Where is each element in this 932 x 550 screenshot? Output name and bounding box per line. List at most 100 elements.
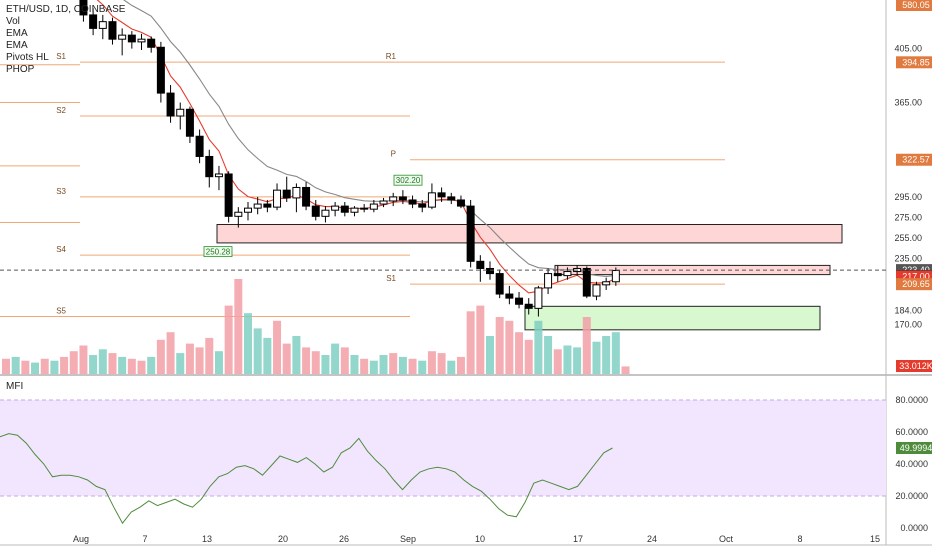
volume-bar	[515, 332, 524, 374]
price-tick-label: 235.00	[894, 253, 922, 263]
candle-body	[611, 270, 620, 283]
price-tick-label: 275.00	[894, 212, 922, 222]
volume-bar	[214, 351, 223, 374]
candle-body	[292, 186, 301, 199]
candle-body	[389, 196, 398, 202]
volume-bar	[282, 343, 291, 374]
candle-body	[321, 209, 330, 217]
price-tick-label: 405.00	[894, 44, 922, 54]
candle-body	[176, 108, 185, 117]
candle-body	[244, 207, 252, 213]
time-tick-label: Sep	[400, 534, 416, 544]
candle-body	[350, 207, 359, 213]
volume-bar	[408, 358, 417, 374]
volume-bar	[253, 328, 262, 374]
time-tick-label: Aug	[73, 534, 89, 544]
price-tag: 394.85	[902, 57, 930, 67]
price-tag-bg	[896, 278, 932, 291]
volume-bar	[118, 356, 127, 374]
volume-bar	[582, 317, 591, 374]
candle-body	[137, 38, 146, 43]
price-tick-label: 170.00	[894, 320, 922, 330]
volume-bar	[302, 347, 311, 374]
price-tick-label: 295.00	[894, 192, 922, 202]
chart-legend: ETH/USD, 1D, COINBASE Vol EMA EMA Pivots…	[6, 4, 125, 76]
candle-body	[466, 205, 475, 262]
volume-bar	[360, 358, 369, 374]
legend-ema-1: EMA	[6, 28, 28, 39]
candle-body	[340, 205, 349, 213]
volume-bar	[331, 343, 340, 374]
volume-bar	[621, 366, 630, 374]
price-annotation-box	[203, 246, 233, 258]
time-tick-label: 13	[202, 534, 212, 544]
volume-bar	[185, 343, 194, 374]
candle-body	[418, 203, 427, 208]
volume-bar	[292, 336, 301, 374]
time-tick-label: Oct	[719, 534, 734, 544]
candle-body	[253, 203, 262, 209]
volume-bar	[573, 347, 582, 374]
volume-bar	[60, 356, 69, 374]
legend-ema-2: EMA	[6, 40, 28, 51]
volume-bar	[592, 341, 601, 374]
candle-body	[495, 273, 504, 295]
volume-bar	[195, 347, 204, 374]
pivot-label-s4: S4	[56, 245, 66, 254]
time-tick-label: 20	[278, 534, 288, 544]
volume-bar	[147, 356, 156, 374]
volume-bar	[447, 360, 456, 374]
volume-bar	[21, 360, 30, 374]
volume-bar	[389, 353, 398, 374]
candle-body	[515, 297, 524, 305]
candle-body	[582, 267, 591, 297]
support-zone	[524, 305, 821, 331]
candle-body	[195, 135, 204, 157]
candle-body	[98, 21, 107, 29]
pivot-label-s5: S5	[56, 307, 66, 316]
mfi-pane-label: MFI	[6, 381, 24, 392]
candle-body	[544, 273, 553, 289]
volume-bar	[98, 349, 107, 374]
price-annotation-box	[393, 174, 423, 186]
candle-body	[398, 196, 407, 201]
candle-body	[185, 108, 194, 137]
volume-bar	[524, 339, 533, 374]
volume-bar	[534, 320, 543, 374]
candle-body	[302, 186, 311, 207]
pivot-label-s1: S1	[386, 274, 396, 283]
volume-bar	[166, 332, 175, 374]
price-tag: 209.65	[902, 279, 930, 289]
volume-bar	[127, 358, 136, 374]
volume-bar	[224, 305, 233, 374]
candle-body	[224, 173, 233, 217]
price-tick-label: 365.00	[894, 98, 922, 108]
candle-body	[127, 34, 136, 43]
price-tag: 217.00	[902, 272, 930, 282]
volume-bar	[176, 353, 185, 374]
candle-body	[234, 211, 243, 217]
candle-body	[369, 203, 378, 210]
time-tick-label: 24	[647, 534, 657, 544]
mfi-band	[0, 400, 886, 496]
mfi-tag: 49.9994	[900, 443, 932, 453]
volume-bar	[456, 356, 465, 374]
candle-body	[505, 293, 514, 299]
candle-body	[108, 21, 117, 40]
time-tick-label: 8	[797, 534, 802, 544]
volume-bar	[611, 332, 620, 374]
candle-body	[89, 14, 98, 29]
pivot-label-s3: S3	[56, 187, 66, 196]
volume-bar	[263, 337, 272, 374]
volume-bar	[108, 353, 117, 374]
price-tick-label: 255.00	[894, 233, 922, 243]
pivot-label-r1: R1	[386, 52, 397, 61]
candle-body	[360, 207, 369, 210]
volume-bar	[2, 358, 10, 374]
legend-phop: PHOP	[6, 64, 35, 75]
price-tag-bg	[896, 56, 932, 69]
volume-bar	[340, 347, 349, 374]
price-tag: 33.012K	[899, 361, 932, 371]
candle-body	[331, 205, 340, 211]
